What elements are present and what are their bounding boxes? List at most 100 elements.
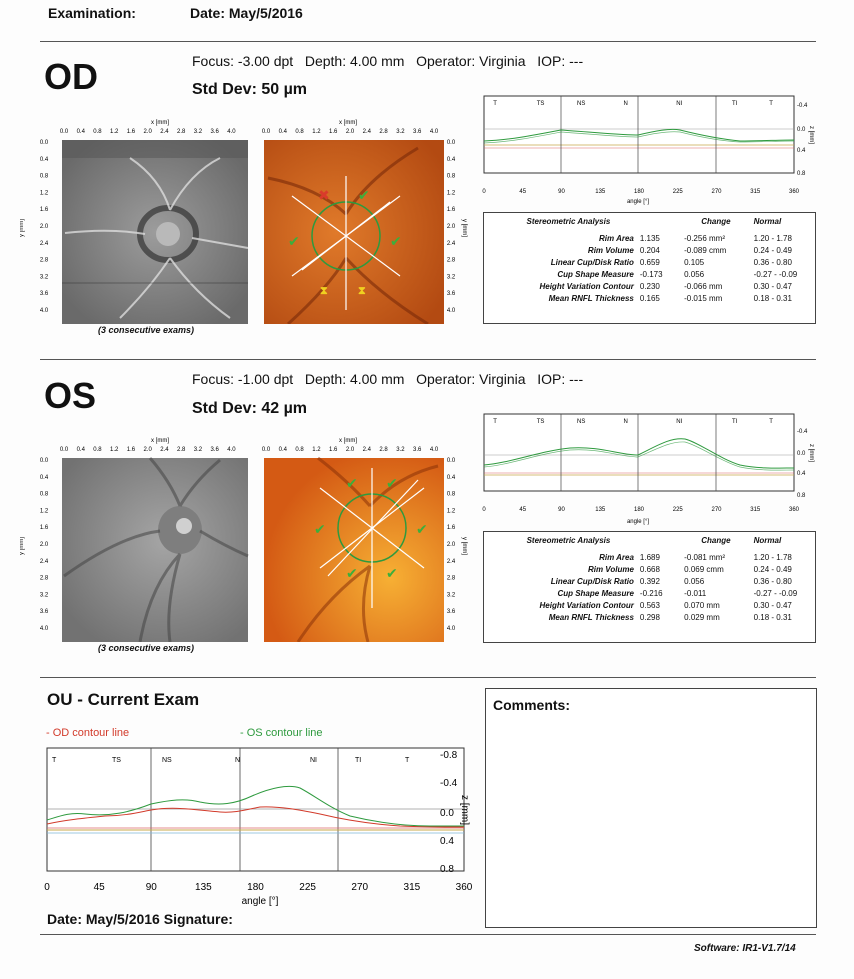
x-tick-label: 3.6: [210, 129, 219, 135]
x-tick-label: 135: [195, 882, 212, 893]
stereo-change: -0.066 mm: [684, 281, 723, 291]
sector-label: TI: [355, 757, 361, 764]
ou-y-ticks: -0.8 -0.4 0.0 0.4 0.8: [440, 750, 458, 875]
svg-text:✔: ✔: [288, 233, 300, 249]
y-tick-label: 2.0: [40, 542, 49, 548]
stereo-row: Mean RNFL Thickness 0.165 -0.015 mm 0.18 - …: [500, 292, 815, 304]
od-profile-xticks: 0 45 90 135 180 225 270 315 360: [482, 189, 799, 195]
stereo-normal: 0.24 - 0.49: [753, 564, 792, 574]
y-tick-label: 2.4: [447, 559, 456, 565]
sector-label: T: [405, 757, 410, 764]
od-ylabel: y [mm]: [20, 219, 25, 237]
stereo-value: 1.135: [639, 233, 660, 243]
os-eye-label: OS: [44, 375, 97, 416]
y-tick-label: 3.2: [447, 592, 456, 598]
y-tick-label: 0.8: [40, 492, 49, 498]
svg-text:✔: ✔: [314, 521, 326, 537]
stereo-row: Rim Area 1.689 -0.081 mm² 1.20 - 1.78: [500, 551, 815, 563]
y-tick-label: 0.4: [440, 836, 454, 847]
stereo-normal: 0.30 - 0.47: [753, 600, 792, 610]
x-tick-label: 0: [44, 882, 50, 893]
os-stereometric-table: Stereometric Analysis Change Normal Rim …: [500, 532, 815, 623]
x-tick-label: 2.0: [346, 129, 355, 135]
y-tick-label: 0.8: [447, 492, 456, 498]
os-ylabel: y [mm]: [20, 537, 25, 555]
stereo-change: -0.081 mm²: [684, 552, 726, 562]
stereo-row: Rim Area 1.135 -0.256 mm² 1.20 - 1.78: [500, 232, 815, 244]
sector-label: TS: [112, 757, 121, 764]
stereo-value: 0.563: [639, 600, 660, 610]
sector-label: N: [235, 757, 240, 764]
y-tick-label: 0.0: [447, 140, 456, 146]
y-tick-label: 0.4: [447, 475, 456, 481]
stereo-normal: 0.36 - 0.80: [753, 576, 792, 586]
od-focus-line: Focus: -3.00 dpt Depth: 4.00 mm Operator…: [192, 53, 584, 69]
x-tick-label: 3.2: [194, 447, 203, 453]
x-tick-label: 225: [673, 189, 684, 195]
x-tick-label: 315: [750, 189, 761, 195]
od-sector-labels: T TS NS N NI TI T: [493, 101, 773, 107]
stereo-change: 0.069 cmm: [684, 564, 724, 574]
y-tick-label: 2.8: [447, 576, 456, 582]
stereo-normal: 1.20 - 1.78: [753, 552, 792, 562]
sector-label: T: [493, 101, 497, 107]
comments-box[interactable]: Comments:: [485, 688, 817, 928]
y-tick-label: 0.8: [440, 864, 454, 875]
stereo-row: Rim Volume 0.204 -0.089 cmm 0.24 - 0.49: [500, 244, 815, 256]
y-tick-label: 0.4: [797, 471, 806, 477]
os-std-dev: Std Dev: 42 µm: [192, 400, 308, 417]
svg-text:✔: ✔: [390, 233, 402, 249]
od-orange-ylabel: y [mm]: [461, 219, 467, 237]
x-tick-label: 315: [750, 507, 761, 513]
stereo-change: -0.089 cmm: [684, 245, 727, 255]
x-tick-label: 0.0: [60, 129, 69, 135]
x-tick-label: 135: [595, 189, 606, 195]
x-tick-label: 0.4: [77, 129, 86, 135]
od-profile-ylabel: z [mm]: [808, 126, 814, 144]
y-tick-label: 3.6: [447, 291, 456, 297]
od-change-header: Change: [701, 217, 731, 226]
ou-xlabel: angle [°]: [242, 896, 279, 907]
sector-label: T: [52, 757, 57, 764]
stereo-normal: 0.18 - 0.31: [753, 612, 792, 622]
x-tick-label: 4.0: [430, 447, 439, 453]
sector-label: T: [493, 419, 497, 425]
os-profile-xlabel: angle [°]: [627, 519, 649, 525]
y-tick-label: 0.0: [40, 140, 49, 146]
stereo-row: Height Variation Contour 0.563 0.070 mm 0.3…: [500, 599, 815, 611]
os-xlabel: x [mm]: [151, 438, 169, 444]
x-tick-label: 2.4: [363, 447, 372, 453]
os-orange-xlabel: x [mm]: [339, 438, 357, 444]
x-tick-label: 0: [482, 507, 486, 513]
x-tick-label: 45: [94, 882, 106, 893]
os-stereo-header: Stereometric Analysis: [526, 536, 611, 545]
y-tick-label: -0.4: [440, 778, 458, 789]
x-tick-label: 45: [519, 189, 526, 195]
header-divider: [40, 41, 816, 42]
stereo-value: 0.230: [639, 281, 660, 291]
stereo-row: Linear Cup/Disk Ratio 0.659 0.105 0.36 - 0.…: [500, 256, 815, 268]
stereo-change: 0.029 mm: [684, 612, 720, 622]
stereo-value: 0.298: [639, 612, 660, 622]
svg-text:✔: ✔: [358, 187, 370, 203]
x-tick-label: 2.0: [144, 129, 153, 135]
stereo-row: Linear Cup/Disk Ratio 0.392 0.056 0.36 - 0.…: [500, 575, 815, 587]
svg-text:✔: ✔: [346, 565, 358, 581]
ou-sector-labels: T TS NS N NI TI T: [52, 757, 410, 764]
x-tick-label: 45: [519, 507, 526, 513]
sector-label: TS: [537, 101, 545, 107]
x-tick-label: 2.0: [144, 447, 153, 453]
y-tick-label: 2.8: [40, 576, 49, 582]
x-tick-label: 270: [711, 189, 722, 195]
y-tick-label: 0.8: [797, 493, 806, 499]
sector-label: NI: [676, 101, 682, 107]
svg-text:✔: ✔: [346, 475, 358, 491]
ou-ylabel: z [mm]: [459, 795, 470, 825]
x-tick-label: 1.6: [127, 447, 136, 453]
stereo-normal: 0.36 - 0.80: [753, 257, 792, 267]
x-tick-label: 4.0: [227, 129, 236, 135]
y-tick-label: 4.0: [40, 308, 49, 314]
x-tick-label: 0.0: [60, 447, 69, 453]
stereo-normal: 0.24 - 0.49: [753, 245, 792, 255]
x-tick-label: 0.4: [279, 447, 288, 453]
